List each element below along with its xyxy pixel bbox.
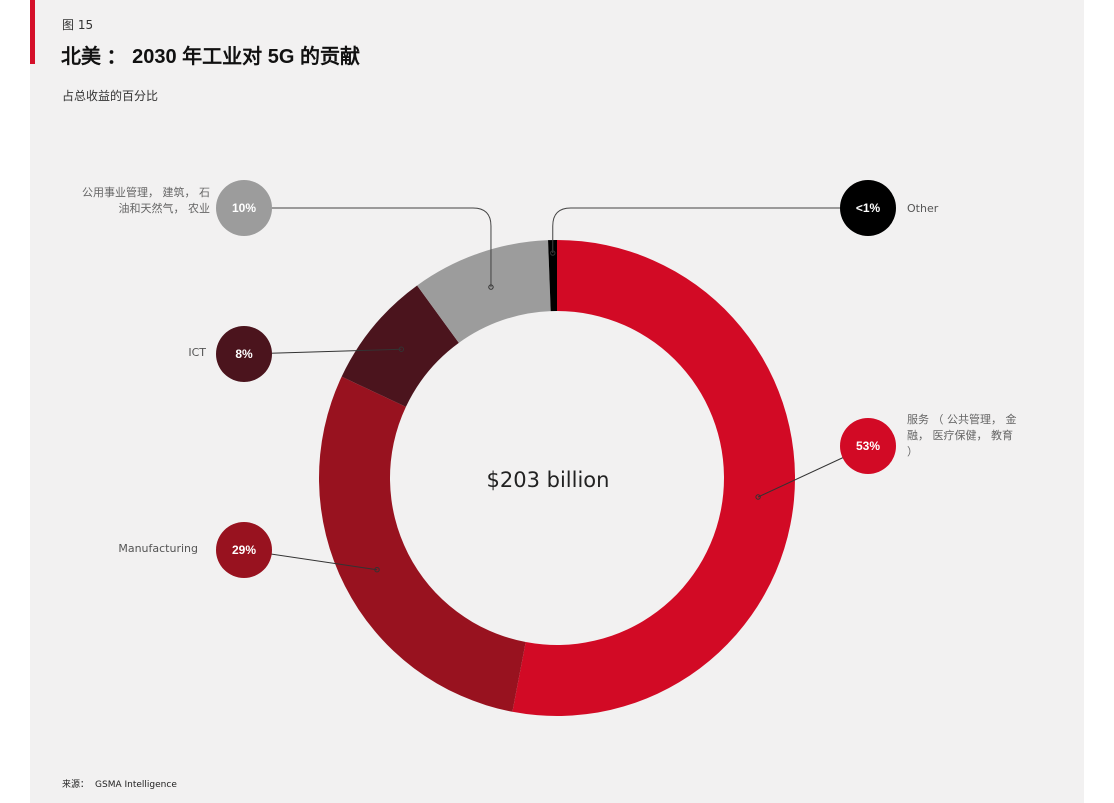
leader-dot-services: [755, 494, 761, 500]
slice-ict: [341, 285, 459, 407]
leader-line-other: [552, 207, 868, 254]
badge-other: [840, 180, 896, 236]
badge-value-other: <1%: [856, 201, 881, 215]
slice-other: [548, 240, 557, 312]
badge-manufacturing: [216, 522, 272, 578]
services-label-line1: 服务 （ 公共管理， 金: [907, 413, 1017, 426]
badge-services: [840, 418, 896, 474]
leader-dot-ict: [398, 346, 405, 352]
source-note: 来源： GSMA Intelligence: [62, 777, 177, 790]
utilities-label: 公用事业管理， 建筑， 石 油和天然气， 农业: [40, 185, 210, 217]
badge-value-services: 53%: [856, 439, 880, 453]
badge-value-utilities: 10%: [232, 201, 256, 215]
badge-value-manufacturing: 29%: [232, 543, 256, 557]
ict-label: ICT: [188, 346, 206, 359]
chart-title: 北美 ： 2030 年工业对 5G 的贡献: [61, 46, 360, 68]
badge-utilities: [216, 180, 272, 236]
manufacturing-label: Manufacturing: [118, 542, 198, 555]
services-label-line2: 融， 医疗保健， 教育: [907, 429, 1013, 442]
utilities-label-line1: 公用事业管理， 建筑， 石: [82, 186, 210, 199]
slice-manufacturing: [319, 376, 526, 712]
center-total-label: $203 billion: [487, 468, 610, 492]
services-label: 服务 （ 公共管理， 金 融， 医疗保健， 教育 ）: [907, 412, 1037, 460]
services-label-line3: ）: [907, 445, 918, 458]
figure-number: 图 15: [62, 18, 94, 32]
utilities-label-line2: 油和天然气， 农业: [118, 202, 211, 215]
badge-value-ict: 8%: [235, 347, 253, 361]
badge-ict: [216, 326, 272, 382]
leader-dot-manufacturing: [374, 567, 380, 573]
chart-subtitle: 占总收益的百分比: [62, 89, 159, 103]
leader-dot-other: [550, 250, 556, 256]
source-text: GSMA Intelligence: [95, 780, 177, 790]
source-label: 来源：: [62, 780, 90, 790]
accent-bar: [30, 0, 35, 64]
leader-dot-utilities: [488, 284, 494, 290]
slice-services: [512, 240, 795, 717]
slice-utilities: [417, 240, 551, 343]
leader-line-utilities: [244, 207, 492, 288]
other-label: Other: [907, 202, 939, 215]
